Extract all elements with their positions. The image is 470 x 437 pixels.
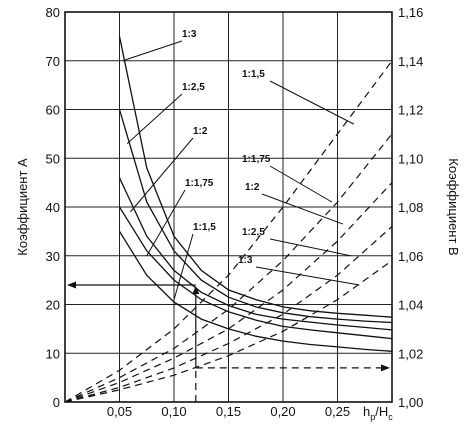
y-left-tick-label: 40 <box>46 200 60 215</box>
leader-lines <box>122 40 360 300</box>
curve-a-line <box>118 109 393 324</box>
y-right-tick-label: 1,00 <box>398 395 423 410</box>
x-axis-title-sub1: р <box>370 412 375 422</box>
y-right-tick-label: 1,04 <box>398 298 423 313</box>
curve-label: 1:1,5 <box>193 222 216 233</box>
y-left-tick-label: 80 <box>46 5 60 20</box>
y-right-tick-label: 1,16 <box>398 5 423 20</box>
y-right-tick-label: 1,12 <box>398 103 423 118</box>
y-left-tick-label: 30 <box>46 249 60 264</box>
y-axis-left-title: Коэффициент А <box>15 158 30 256</box>
curve-b-line <box>64 260 393 403</box>
curve-a-line <box>118 177 393 331</box>
y-left-tick-label: 70 <box>46 54 60 69</box>
curve-labels: 1:3 1:2,5 1:2 1:1,75 1:1,5 1:1,5 1:1,75 1:2 1:2,… <box>182 29 271 266</box>
y-axis-right-title: Коэффициент В <box>446 158 461 255</box>
curve-label-leader <box>255 266 360 286</box>
y-right-tick-label: 1,08 <box>398 200 423 215</box>
curve-b-line <box>64 60 393 403</box>
curves-coefficient-b <box>64 60 393 403</box>
y-left-tick-label: 10 <box>46 346 60 361</box>
curve-label-leader <box>130 137 194 213</box>
x-axis-title-mid: /H <box>375 404 388 419</box>
y-right-tick-label: 1,06 <box>398 249 423 264</box>
curve-b-line <box>64 133 393 403</box>
example-arrowhead-up <box>192 286 200 294</box>
curve-label-leader <box>261 193 344 225</box>
x-tick-label: 0,25 <box>325 404 350 419</box>
y-left-tick-label: 50 <box>46 151 60 166</box>
curve-label: 1:3 <box>182 29 197 40</box>
curve-label-leader <box>122 40 183 62</box>
y-right-tick-label: 1,10 <box>398 151 423 166</box>
x-tick-label: 0,05 <box>107 404 132 419</box>
curve-label-leader <box>126 93 183 144</box>
plot-frame <box>64 11 393 403</box>
example-arrowhead-left <box>67 281 76 289</box>
x-tick-label: 0,10 <box>161 404 186 419</box>
x-axis-title: hр/Hс <box>363 404 393 422</box>
curve-a-line <box>118 36 393 318</box>
y-left-tick-label: 0 <box>53 395 60 410</box>
curve-label-leader <box>173 233 194 300</box>
curve-label: 1:1,5 <box>242 69 265 80</box>
y-left-tick-label: 20 <box>46 298 60 313</box>
y-right-tick-label: 1,14 <box>398 54 423 69</box>
tick-labels: 0,05 0,10 0,15 0,20 0,25 0 10 20 30 40 50 60 70 80 1,0… <box>46 5 424 419</box>
curve-a-line <box>118 206 393 340</box>
curve-label-leader <box>269 80 355 125</box>
curve-label-leader <box>146 189 186 257</box>
curve-label: 1:2,5 <box>182 82 205 93</box>
curve-label: 1:2 <box>245 182 260 193</box>
curves-coefficient-a <box>118 36 393 352</box>
curve-b-line <box>64 226 393 403</box>
example-arrowhead-right <box>381 364 390 372</box>
curve-label: 1:1,75 <box>242 154 271 165</box>
curve-label-leader <box>269 165 333 203</box>
curve-a-line <box>118 231 393 352</box>
x-tick-label: 0,15 <box>216 404 241 419</box>
curve-label: 1:3 <box>238 255 253 266</box>
y-right-tick-label: 1,02 <box>398 346 423 361</box>
x-axis-title-sub2: с <box>388 412 393 422</box>
curve-label: 1:2,5 <box>242 227 265 238</box>
y-left-tick-label: 60 <box>46 103 60 118</box>
curve-label: 1:2 <box>193 126 208 137</box>
example-arrows <box>67 281 390 402</box>
curve-label: 1:1,75 <box>185 178 214 189</box>
x-tick-label: 0,20 <box>270 404 295 419</box>
curve-label-leader <box>269 238 351 257</box>
x-axis-title-h: h <box>363 404 370 419</box>
